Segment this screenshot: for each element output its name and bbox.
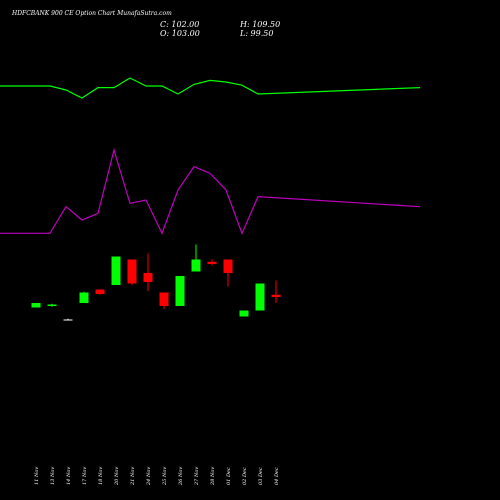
high-value: H: 109.50	[240, 20, 281, 29]
candle	[79, 291, 89, 303]
candle-body	[255, 283, 265, 311]
candle-body	[159, 292, 169, 306]
candle	[175, 276, 185, 306]
candle	[255, 283, 265, 311]
candle-body	[63, 319, 73, 321]
candle	[159, 292, 169, 309]
candle	[143, 253, 153, 291]
candle-body	[111, 256, 121, 285]
candle	[111, 256, 121, 285]
x-tick-label: 17 Nov	[82, 467, 88, 485]
x-tick-label: 27 Nov	[194, 467, 200, 486]
x-tick-label: 24 Nov	[146, 467, 152, 486]
candle	[63, 318, 73, 321]
x-axis-labels: 11 Nov 13 Nov 14 Nov 17 Nov 18 Nov 20 Nov 21 N…	[34, 467, 280, 486]
candle-body	[223, 259, 233, 273]
candle-body	[239, 310, 249, 317]
candle	[95, 289, 105, 295]
x-tick-label: 01 Dec	[226, 467, 232, 485]
x-tick-label: 26 Nov	[178, 467, 184, 486]
x-tick-label: 20 Nov	[114, 467, 120, 486]
x-tick-label: 11 Nov	[34, 467, 40, 485]
x-tick-label: 21 Nov	[130, 467, 136, 486]
candle-body	[143, 273, 153, 282]
candle	[47, 303, 57, 307]
candle-body	[271, 294, 281, 297]
candle-body	[31, 303, 41, 308]
x-tick-label: 03 Dec	[258, 467, 264, 485]
candle	[191, 244, 201, 272]
candle-body	[79, 292, 89, 303]
candles	[31, 244, 281, 321]
candle-body	[191, 259, 201, 272]
candle-body	[95, 289, 105, 294]
open-value: O: 103.00	[160, 29, 200, 38]
x-tick-label: 04 Dec	[274, 467, 280, 485]
x-tick-label: 02 Dec	[242, 467, 248, 485]
volume-line	[0, 147, 421, 235]
candle	[207, 259, 217, 266]
candle-body	[175, 276, 185, 306]
candle	[127, 259, 137, 285]
price-line	[0, 77, 421, 99]
candle-body	[47, 304, 57, 306]
x-tick-label: 13 Nov	[50, 467, 56, 485]
x-tick-label: 28 Nov	[210, 467, 216, 486]
x-tick-label: 18 Nov	[98, 467, 104, 485]
candle	[271, 280, 281, 303]
close-value: C: 102.00	[160, 20, 200, 29]
candle-body	[207, 261, 217, 264]
low-value: L: 99.50	[240, 29, 274, 38]
candle	[223, 259, 233, 287]
x-tick-label: 25 Nov	[162, 467, 168, 486]
x-tick-label: 14 Nov	[66, 467, 72, 485]
candle	[239, 310, 249, 317]
candle	[31, 303, 41, 308]
candle-body	[127, 259, 137, 284]
chart-title: HDFCBANK 900 CE Option Chart MunafaSutra…	[12, 10, 172, 17]
